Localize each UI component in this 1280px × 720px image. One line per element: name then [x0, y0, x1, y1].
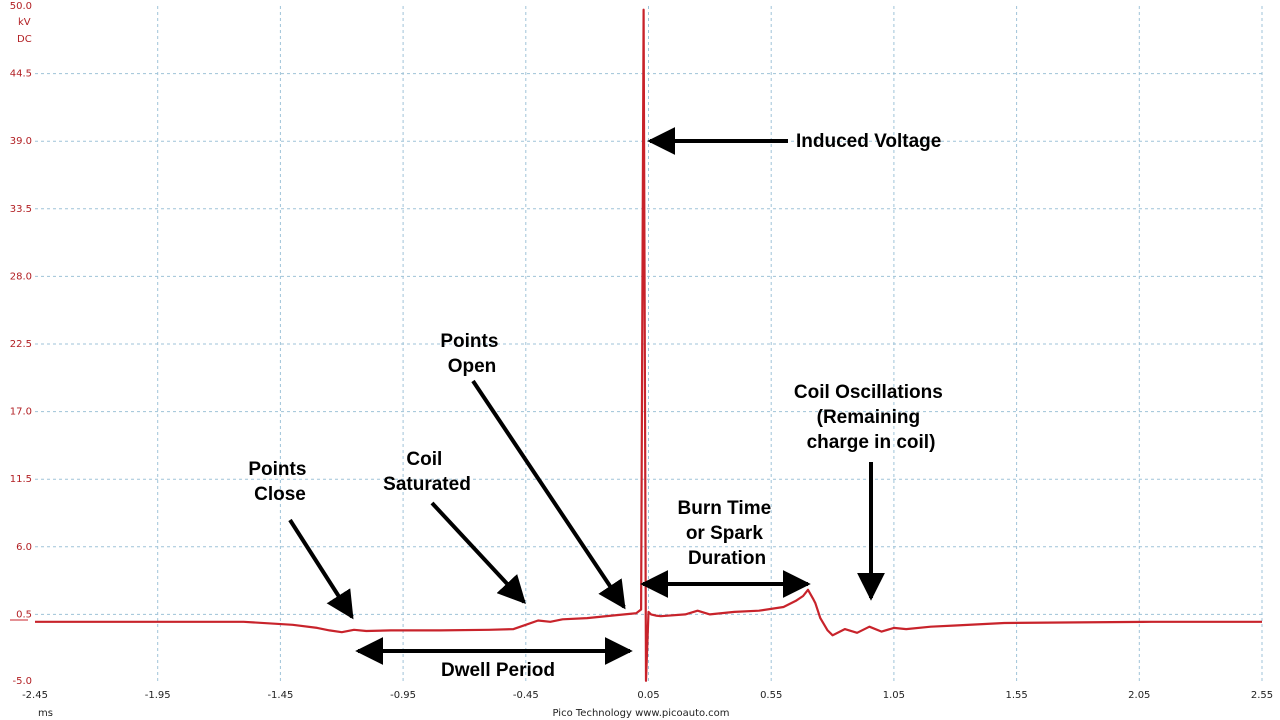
- x-tick-label: -2.45: [22, 690, 48, 701]
- arrow-coil-saturated: [430, 501, 526, 605]
- annotation-arrows: [288, 127, 885, 665]
- label-burn-time: Burn Time or Spark Duration: [678, 498, 777, 569]
- x-tick-label: 1.55: [1005, 690, 1027, 701]
- annotation-labels: Induced Voltage Points Open Coil Oscilla…: [248, 131, 948, 681]
- x-tick-label: 2.55: [1251, 690, 1273, 701]
- arrow-points-close: [288, 518, 354, 620]
- grid: [35, 6, 1263, 682]
- y-tick-label: 22.5: [10, 339, 32, 350]
- x-tick-label: 1.05: [883, 690, 905, 701]
- y-tick-label: 17.0: [10, 407, 32, 418]
- x-tick-label: -0.45: [513, 690, 539, 701]
- y-tick-label: 0.5: [16, 609, 32, 620]
- y-tick-label: 6.0: [16, 542, 32, 553]
- x-tick-label: -1.45: [267, 690, 293, 701]
- y-tick-label: -5.0: [12, 676, 32, 687]
- y-unit-label: kV: [18, 17, 31, 28]
- footer-credit: Pico Technology www.picoauto.com: [553, 708, 730, 719]
- x-tick-label: 0.55: [760, 690, 782, 701]
- label-induced-voltage: Induced Voltage: [796, 131, 941, 152]
- x-tick-label: 0.05: [637, 690, 659, 701]
- y-tick-label: 11.5: [10, 474, 32, 485]
- label-coil-oscillations: Coil Oscillations (Remaining charge in c…: [794, 382, 948, 453]
- axes: -2.45 -1.95 -1.45 -0.95 -0.45 0.05 0.55 1.05 1.5…: [10, 1, 1273, 701]
- y-tick-label: 44.5: [10, 69, 32, 80]
- x-tick-label: -1.95: [145, 690, 171, 701]
- y-tick-label: 50.0: [10, 1, 32, 12]
- arrow-points-open: [471, 379, 626, 610]
- label-coil-saturated: Coil Saturated: [383, 449, 471, 495]
- y-tick-label: 28.0: [10, 271, 32, 282]
- x-tick-label: -0.95: [390, 690, 416, 701]
- y-tick-label: 39.0: [10, 136, 32, 147]
- label-points-open: Points Open: [440, 331, 503, 377]
- x-tick-label: 2.05: [1128, 690, 1150, 701]
- label-points-close: Points Close: [248, 459, 311, 505]
- y-coupling-label: DC: [17, 34, 32, 45]
- voltage-trace: [35, 8, 1262, 682]
- label-dwell-period: Dwell Period: [441, 660, 555, 681]
- x-unit-label: ms: [38, 708, 53, 719]
- y-tick-label: 33.5: [10, 204, 32, 215]
